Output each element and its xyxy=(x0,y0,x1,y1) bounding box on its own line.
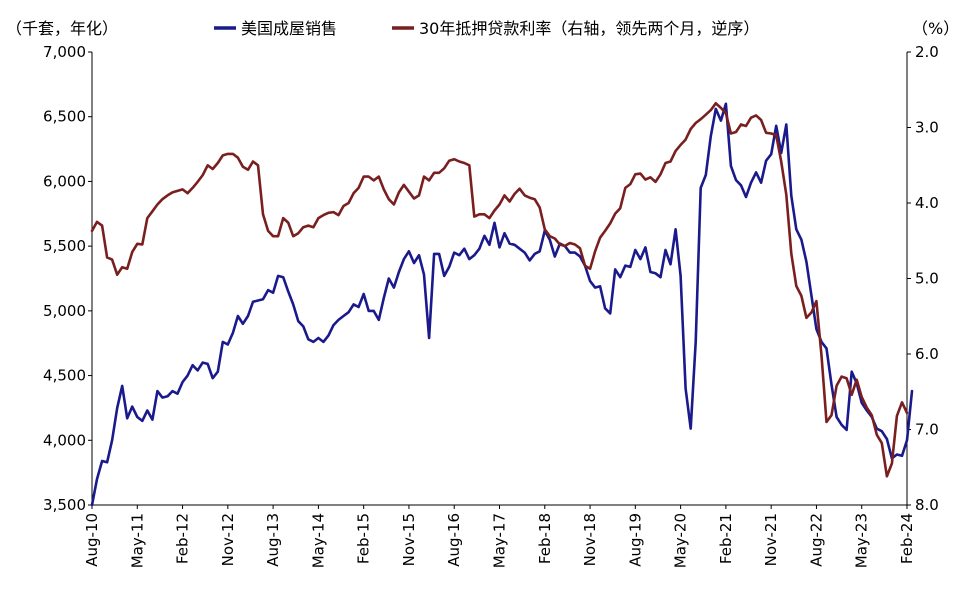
x-tick-label: Nov-12 xyxy=(219,513,237,566)
x-tick-label: May-23 xyxy=(853,513,871,568)
x-tick-label: May-20 xyxy=(672,513,690,568)
x-tick-label: Feb-21 xyxy=(717,513,735,564)
right-tick-label: 6.0 xyxy=(915,345,939,363)
legend-label-existing-home-sales: 美国成屋销售 xyxy=(241,19,337,38)
right-axis-unit: （%） xyxy=(912,19,959,38)
axes xyxy=(91,52,908,506)
x-tick-label: Aug-22 xyxy=(807,513,825,567)
x-tick-label: Nov-18 xyxy=(581,513,599,566)
legend: 美国成屋销售 30年抵押贷款利率（右轴，领先两个月，逆序） xyxy=(214,19,759,38)
right-tick-label: 8.0 xyxy=(915,496,939,514)
right-tick-label: 2.0 xyxy=(915,43,939,61)
x-tick-label: Feb-18 xyxy=(536,513,554,564)
left-tick-label: 6,000 xyxy=(43,172,86,190)
mortgage-rate-line xyxy=(90,102,909,478)
x-tick-label: Aug-13 xyxy=(264,513,282,567)
right-tick-label: 5.0 xyxy=(915,270,939,288)
left-tick-label: 3,500 xyxy=(43,496,86,514)
right-tick-label: 7.0 xyxy=(915,421,939,439)
x-tick-label: May-14 xyxy=(309,513,327,568)
right-tick-label: 3.0 xyxy=(915,119,939,137)
x-tick-label: Feb-15 xyxy=(355,513,373,564)
x-tick-label: May-11 xyxy=(128,513,146,568)
x-tick-label: Nov-15 xyxy=(400,513,418,566)
x-tick-label: May-17 xyxy=(491,513,509,568)
legend-label-mortgage-rate: 30年抵押贷款利率（右轴，领先两个月，逆序） xyxy=(419,19,759,38)
left-tick-label: 7,000 xyxy=(43,43,86,61)
left-tick-label: 4,500 xyxy=(43,367,86,385)
series-lines xyxy=(90,102,914,507)
existing-home-sales-line xyxy=(90,102,914,507)
left-tick-label: 5,000 xyxy=(43,302,86,320)
x-tick-label: Feb-24 xyxy=(898,513,916,564)
x-tick-label: Nov-21 xyxy=(762,513,780,566)
right-tick-label: 4.0 xyxy=(915,194,939,212)
x-tick-label: Feb-12 xyxy=(174,513,192,564)
x-tick-label: Aug-16 xyxy=(445,513,463,567)
x-tick-label: Aug-10 xyxy=(83,513,101,567)
x-tick-label: Aug-19 xyxy=(626,513,644,567)
left-tick-label: 5,500 xyxy=(43,237,86,255)
left-axis-unit: （千套，年化） xyxy=(6,19,118,38)
left-tick-label: 6,500 xyxy=(43,108,86,126)
axis-ticks: 3,500 4,000 4,500 5,000 5,500 6,000 6,500 7,000… xyxy=(43,43,939,568)
left-tick-label: 4,000 xyxy=(43,431,86,449)
